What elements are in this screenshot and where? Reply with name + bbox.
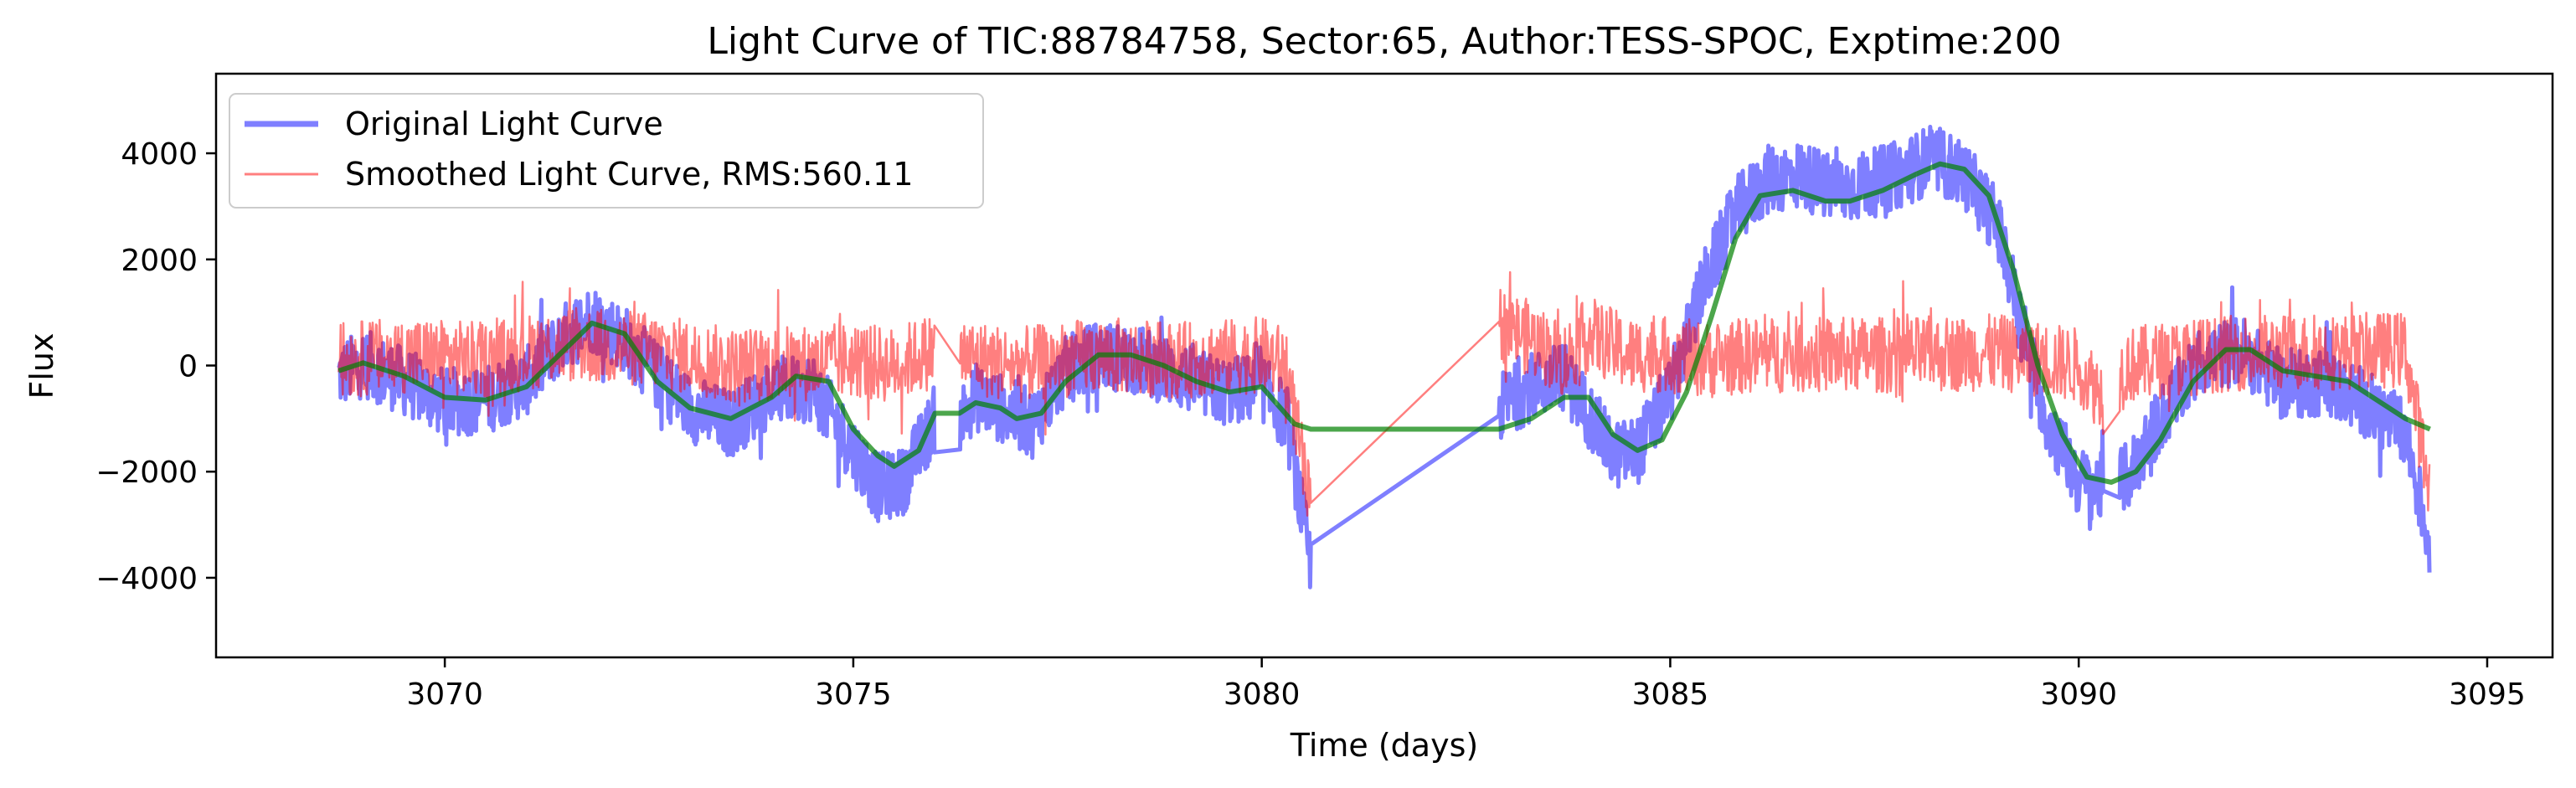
x-tick-label: 3090 <box>2040 677 2117 712</box>
x-tick-label: 3085 <box>1632 677 1709 712</box>
legend: Original Light Curve Smoothed Light Curv… <box>229 93 984 209</box>
x-axis: 3070 3075 3080 3085 3090 3095 <box>406 657 2526 712</box>
x-tick-label: 3080 <box>1224 677 1301 712</box>
x-axis-label: Time (days) <box>1290 727 1478 764</box>
chart-title: Light Curve of TIC:88784758, Sector:65, … <box>707 20 2061 63</box>
series-trend-line <box>337 161 2431 485</box>
x-tick-label: 3075 <box>815 677 892 712</box>
y-tick-label: 4000 <box>121 137 198 172</box>
x-tick-label: 3070 <box>406 677 483 712</box>
legend-label-smoothed: Smoothed Light Curve, RMS:560.11 <box>345 156 913 193</box>
y-tick-label: 2000 <box>121 244 198 278</box>
x-tick-label: 3095 <box>2449 677 2526 712</box>
y-axis-label: Flux <box>23 333 60 399</box>
y-tick-label: −4000 <box>95 562 198 596</box>
y-axis: −4000 −2000 0 2000 4000 <box>95 137 216 596</box>
legend-label-original: Original Light Curve <box>345 106 663 142</box>
y-tick-label: 0 <box>178 350 198 384</box>
legend-box <box>229 93 984 209</box>
series-original-light-curve <box>337 125 2432 590</box>
y-tick-label: −2000 <box>95 456 198 490</box>
series-layer <box>337 125 2432 590</box>
